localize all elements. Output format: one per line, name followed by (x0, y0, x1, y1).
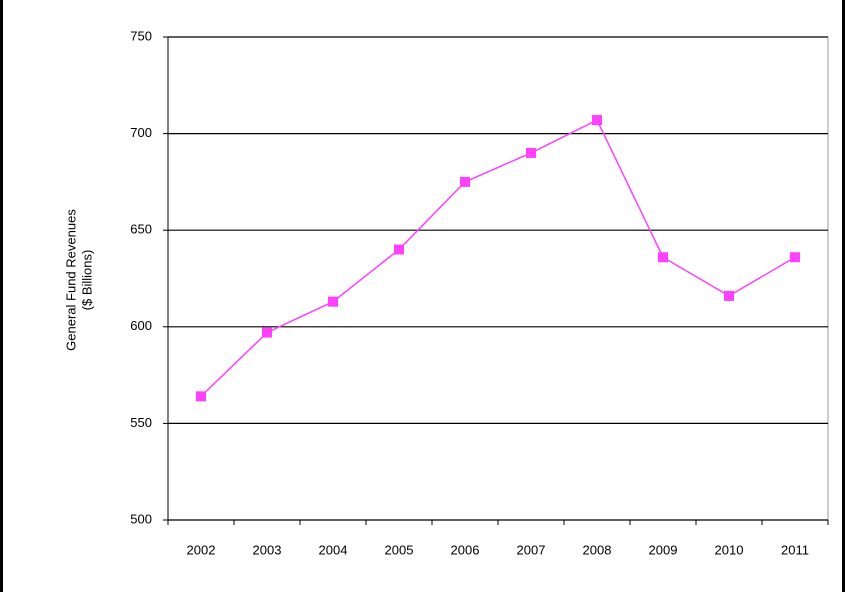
point (790, 252, 800, 263)
point (262, 327, 272, 338)
x-tick-label: 2006 (451, 542, 480, 557)
point (328, 296, 338, 307)
x-tick-label: 2008 (583, 542, 612, 557)
y-tick-label: 600 (130, 318, 152, 333)
y-tick-label: 650 (130, 222, 152, 237)
x-tick-label: 2004 (319, 542, 348, 557)
point (592, 115, 602, 126)
point (460, 176, 470, 187)
point (394, 244, 404, 255)
frame-edge (842, 0, 845, 592)
y-tick-label: 500 (130, 511, 152, 526)
point (196, 391, 206, 402)
x-tick-label: 2002 (187, 542, 216, 557)
x-tick-label: 2003 (253, 542, 282, 557)
y-tick-label: 550 (130, 415, 152, 430)
x-tick-label: 2007 (517, 542, 546, 557)
y-tick-label: 700 (130, 125, 152, 140)
y-tick-label: 750 (130, 28, 152, 43)
point (658, 252, 668, 263)
x-tick-label: 2010 (715, 542, 744, 557)
y-axis-title-line: General Fund Revenues (63, 209, 78, 351)
y-axis-title-line: ($ Billions) (79, 250, 94, 311)
series-line (200, 119, 796, 397)
point (526, 147, 536, 158)
x-tick-label: 2005 (385, 542, 414, 557)
y-axis-title: General Fund Revenues ($ Billions) (63, 209, 94, 351)
x-tick-label: 2011 (781, 542, 809, 557)
point (724, 290, 734, 301)
x-tick-label: 2009 (649, 542, 678, 557)
frame-edge (0, 0, 3, 592)
